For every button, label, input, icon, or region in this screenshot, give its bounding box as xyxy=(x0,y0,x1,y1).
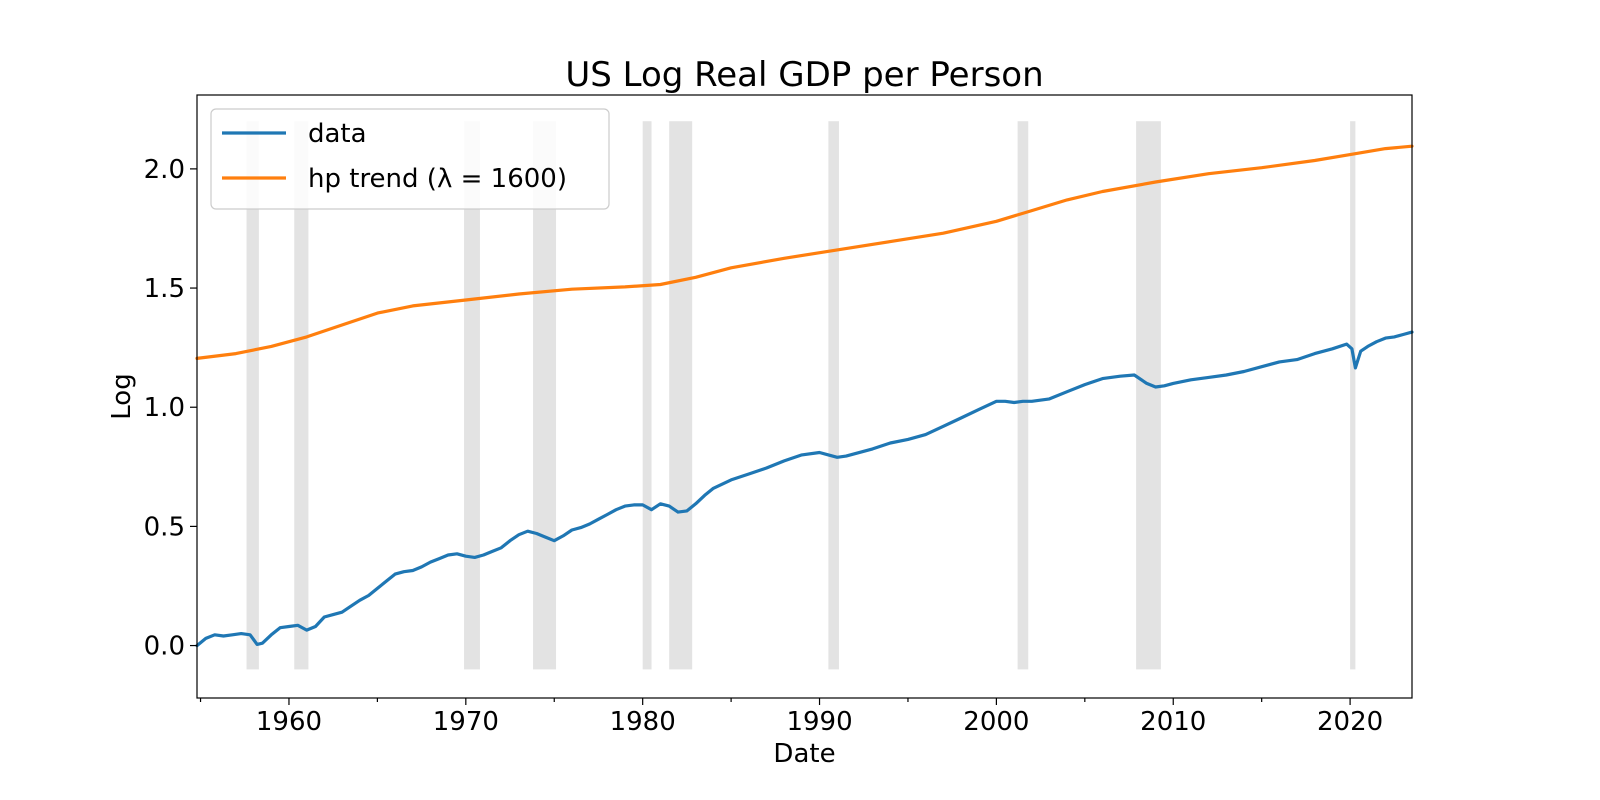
series-line-data xyxy=(195,330,1414,648)
legend-box xyxy=(210,108,610,210)
recession-band xyxy=(669,121,693,670)
plot-frame xyxy=(196,94,1413,699)
recession-band xyxy=(1017,121,1029,670)
recession-band xyxy=(828,121,839,670)
x-tick-label: 2000 xyxy=(963,707,1029,737)
y-tick-label: 2.0 xyxy=(144,155,185,185)
x-tick-label: 1980 xyxy=(610,707,676,737)
recession-band xyxy=(642,121,652,670)
x-axis-ticks: 1960 1970 1980 1990 2000 2010 2020 xyxy=(199,698,1383,737)
x-tick-label: 2010 xyxy=(1140,707,1206,737)
recession-band xyxy=(1136,121,1161,670)
series-lines xyxy=(195,144,1414,648)
recession-band xyxy=(464,121,480,670)
y-tick-label: 0.0 xyxy=(144,632,185,662)
series-line-hp-trend xyxy=(195,144,1414,360)
recession-band xyxy=(1350,121,1356,670)
recession-bands xyxy=(246,121,1356,670)
x-tick-label: 1960 xyxy=(256,707,322,737)
y-axis-ticks: 0.0 0.5 1.0 1.5 2.0 xyxy=(144,155,197,662)
recession-band xyxy=(533,121,557,670)
y-axis-label: Log xyxy=(107,373,137,419)
legend: data hp trend (λ = 1600) xyxy=(210,108,610,210)
recession-band xyxy=(294,121,309,670)
legend-label: data xyxy=(308,119,367,149)
y-tick-label: 1.0 xyxy=(144,393,185,423)
x-tick-label: 2020 xyxy=(1317,707,1383,737)
legend-label: hp trend (λ = 1600) xyxy=(308,164,567,194)
y-tick-label: 1.5 xyxy=(144,274,185,304)
y-tick-label: 0.5 xyxy=(144,512,185,542)
chart-title: US Log Real GDP per Person xyxy=(565,55,1043,95)
x-axis-label: Date xyxy=(773,739,835,769)
x-tick-label: 1990 xyxy=(786,707,852,737)
recession-band xyxy=(246,121,259,670)
x-tick-label: 1970 xyxy=(433,707,499,737)
